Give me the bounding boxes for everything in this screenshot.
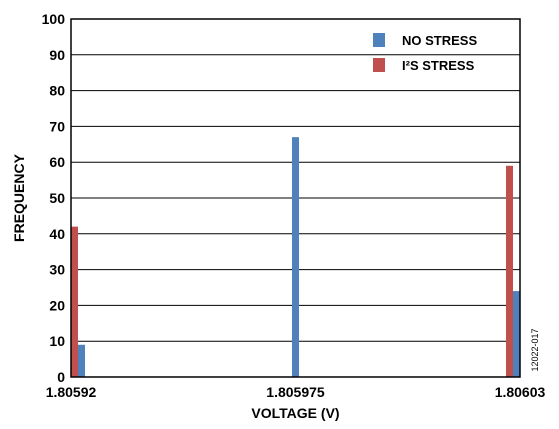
bar-no-stress-3 [513,291,520,377]
legend-label: I²S STRESS [402,58,475,73]
y-axis-title: FREQUENCY [11,153,27,242]
y-tick-label: 30 [49,262,65,278]
y-tick-label: 90 [49,47,65,63]
x-tick-label: 1.80592 [46,384,97,400]
x-tick-label: 1.805975 [266,384,325,400]
y-tick-label: 100 [42,11,66,27]
y-tick-labels: 0 10 20 30 40 50 60 70 80 90 100 [42,11,66,385]
x-tick-label: 1.80603 [495,384,546,400]
x-axis-title: VOLTAGE (V) [251,405,339,421]
plot-frame [70,18,521,378]
y-tick-label: 20 [49,297,65,313]
y-tick-label: 40 [49,226,65,242]
bar-i-s-stress-3 [506,165,513,377]
bar-no-stress-2 [292,137,299,377]
x-tick-labels: 1.80592 1.805975 1.80603 [46,384,546,400]
y-tick-label: 70 [49,118,65,134]
y-tick-label: 10 [49,333,65,349]
figure-id: 12022-017 [530,328,540,371]
y-tick-label: 50 [49,190,65,206]
y-tick-label: 80 [49,83,65,99]
legend-swatch [373,33,385,47]
legend-swatch [373,58,385,72]
y-tick-label: 0 [57,369,65,385]
legend: NO STRESS I²S STRESS [373,33,477,73]
bars [71,137,520,377]
bar-no-stress-1 [78,344,85,377]
bar-i-s-stress-1 [71,226,78,377]
y-tick-label: 60 [49,154,65,170]
legend-label: NO STRESS [402,33,477,48]
